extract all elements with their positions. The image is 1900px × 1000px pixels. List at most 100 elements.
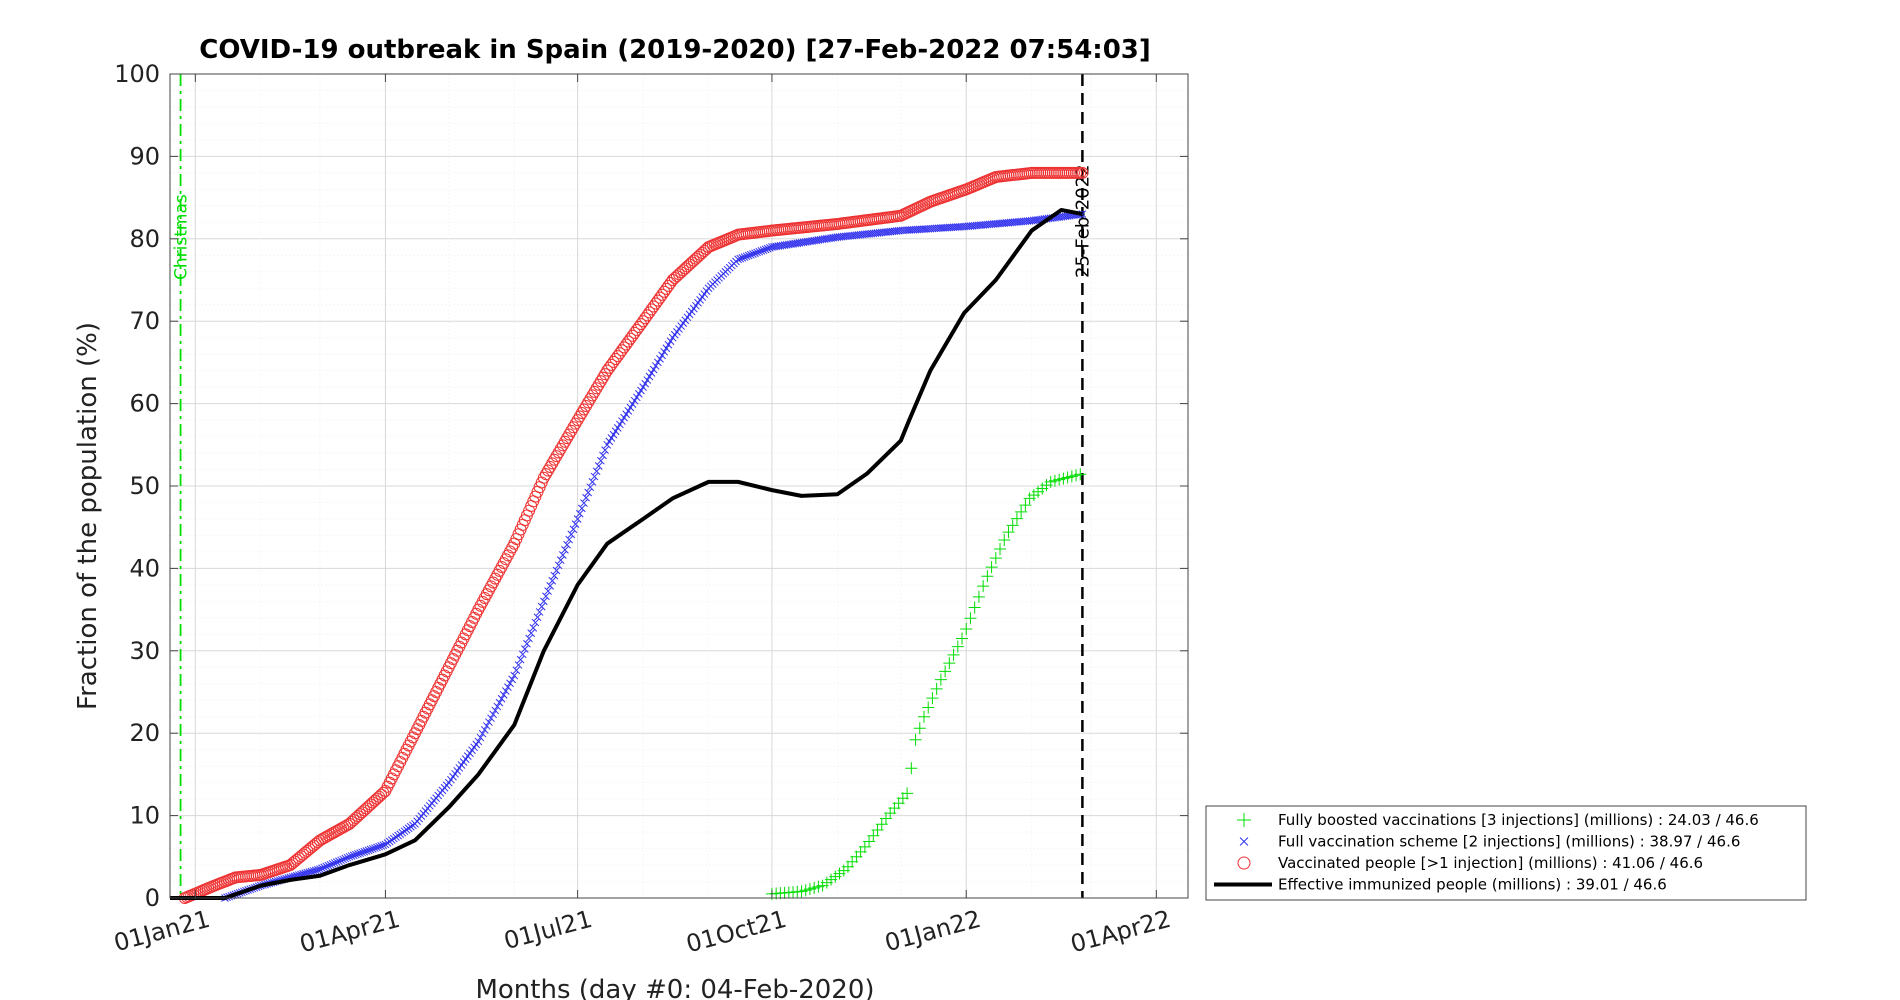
y-tick-label: 50 <box>129 472 160 500</box>
data-point <box>377 842 386 850</box>
data-point <box>580 399 593 412</box>
data-point <box>968 601 981 614</box>
data-point <box>660 282 673 295</box>
data-point <box>981 570 994 583</box>
data-point <box>489 710 497 719</box>
data-point <box>662 279 675 292</box>
data-point <box>311 866 320 875</box>
data-point <box>371 844 379 852</box>
data-point <box>520 645 529 653</box>
data-point <box>508 675 517 684</box>
data-point <box>377 786 390 799</box>
data-point <box>573 515 582 523</box>
data-point <box>592 467 601 476</box>
data-point <box>746 250 755 259</box>
data-point <box>356 849 364 858</box>
data-point <box>632 393 641 402</box>
data-point <box>641 379 650 388</box>
data-point <box>626 403 635 412</box>
data-point <box>537 471 550 484</box>
data-point <box>947 648 960 661</box>
data-point <box>740 253 749 261</box>
data-point <box>985 561 998 574</box>
data-point <box>548 453 561 466</box>
data-point <box>763 244 772 253</box>
series-3 <box>170 207 1083 900</box>
data-point <box>611 427 620 436</box>
data-point <box>582 493 590 502</box>
data-point <box>753 248 761 257</box>
data-point <box>552 566 561 575</box>
data-point <box>313 865 322 874</box>
data-point <box>643 376 652 384</box>
data-point <box>332 858 341 866</box>
data-point <box>651 362 660 370</box>
data-point <box>917 710 930 723</box>
data-point <box>913 722 926 735</box>
data-point <box>550 571 559 580</box>
data-point <box>575 509 584 518</box>
data-point <box>510 671 519 680</box>
data-point <box>660 347 669 356</box>
data-point <box>493 702 502 711</box>
data-point <box>525 634 533 643</box>
x-axis-label: Months (day #0: 04-Feb-2020) <box>475 975 874 1000</box>
data-point <box>651 294 664 307</box>
data-point <box>736 254 745 263</box>
data-point <box>588 385 601 398</box>
data-point <box>347 852 356 860</box>
data-point <box>565 424 578 437</box>
data-point <box>757 247 766 255</box>
legend-marker <box>1237 856 1251 870</box>
data-point <box>339 855 348 864</box>
data-point <box>951 640 964 653</box>
data-point <box>647 300 660 313</box>
data-point <box>474 737 483 746</box>
legend-marker <box>1237 813 1251 827</box>
data-point <box>658 285 671 298</box>
data-point <box>539 468 552 481</box>
data-point <box>537 602 546 611</box>
data-point <box>1019 499 1032 512</box>
data-point <box>628 400 637 408</box>
data-point <box>364 846 373 855</box>
data-point <box>345 852 354 861</box>
data-point <box>368 844 377 853</box>
data-point <box>375 842 383 851</box>
data-point <box>989 552 1002 565</box>
data-point <box>548 576 557 585</box>
data-point <box>749 250 757 258</box>
data-point <box>360 847 369 856</box>
data-point <box>939 665 952 678</box>
data-point <box>567 421 580 434</box>
data-point <box>613 423 622 432</box>
data-point <box>943 657 956 670</box>
data-point <box>597 456 605 465</box>
y-tick-label: 10 <box>129 802 160 830</box>
data-point <box>639 383 647 391</box>
data-point <box>328 860 337 868</box>
data-point <box>956 632 969 645</box>
data-point <box>495 698 504 707</box>
data-point <box>964 612 977 625</box>
data-point <box>994 543 1007 556</box>
data-point <box>550 450 563 463</box>
y-tick-label: 30 <box>129 637 160 665</box>
data-point <box>563 428 576 441</box>
data-point <box>584 488 593 497</box>
data-point <box>647 369 656 377</box>
data-point <box>478 729 487 738</box>
data-point <box>609 430 618 439</box>
data-point <box>738 254 747 262</box>
data-point <box>569 525 578 534</box>
legend-marker <box>1239 837 1249 846</box>
data-point <box>590 382 603 395</box>
data-point <box>311 836 324 849</box>
data-point <box>318 864 326 873</box>
data-point <box>501 687 510 695</box>
data-point <box>352 850 360 859</box>
data-point <box>558 551 567 559</box>
data-point <box>575 407 588 420</box>
data-point <box>926 692 939 705</box>
data-point <box>571 414 584 427</box>
